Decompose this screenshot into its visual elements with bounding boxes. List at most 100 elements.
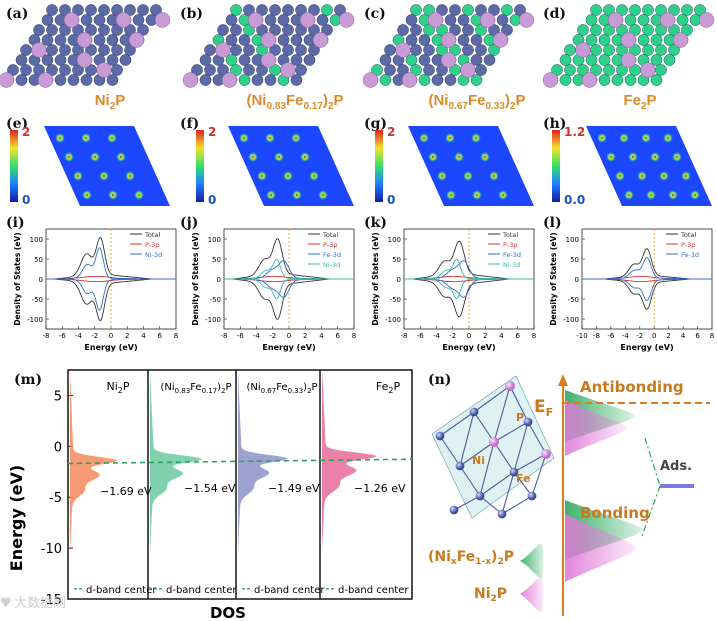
density-hotspot	[238, 132, 250, 144]
lattice-metal-atom	[616, 64, 628, 76]
dos-legend-label: Ni-3d	[503, 261, 520, 269]
lattice-metal-atom	[72, 4, 84, 16]
lattice-metal-atom	[98, 24, 110, 36]
d-band-center-legends: d-band center d-band center d-band center d…	[74, 585, 409, 596]
lattice-bond	[513, 421, 529, 473]
dos-xtick-label: -10	[576, 332, 587, 340]
dos-xtick-label: 0	[109, 332, 113, 340]
lattice-p-atom	[280, 62, 296, 78]
panel-label-d: (d)	[543, 6, 567, 22]
lattice-metal-atom	[282, 44, 294, 56]
dos-ytick-label: -50	[32, 296, 43, 304]
dos-legend-label: Total	[322, 231, 338, 239]
lattice-metal-atom	[106, 54, 119, 66]
lattice-metal-atom	[80, 74, 93, 86]
density-map-h	[586, 126, 712, 206]
lattice-metal-atom	[527, 491, 537, 501]
lattice-metal-atom	[650, 54, 663, 66]
lattice-metal-atom	[321, 4, 333, 16]
legend-ni2p-swatch	[520, 577, 544, 613]
adsorbate-level	[660, 484, 694, 488]
band-peak	[565, 514, 637, 582]
panel-label-e: (e)	[6, 116, 29, 132]
lattice-metal-atom	[243, 4, 255, 16]
dos-ytick-label: 100	[566, 236, 579, 244]
panel-n-diagram: P Ni Fe EF Antibonding Bonding Ads. (Nix…	[428, 374, 710, 616]
lattice-metal-atom	[668, 4, 680, 16]
lattice-bond	[439, 411, 475, 437]
lattice-metal-atom	[436, 44, 448, 56]
density-hotspot	[81, 189, 93, 201]
charge-density-maps: 2 0 2 0 2 0 1.2 0.0	[10, 125, 712, 207]
lattice-ni067fe033-2p	[362, 4, 535, 88]
density-hotspot	[488, 170, 500, 182]
lattice-metal-atom	[230, 4, 242, 16]
dos-xtick-label: 8	[532, 332, 536, 340]
lattice-metal-atom	[256, 4, 268, 16]
lattice-metal-atom	[379, 54, 392, 66]
lattice-bond	[513, 453, 547, 473]
lattice-bond	[527, 421, 547, 455]
lattice-metal-atom	[54, 34, 67, 46]
lattice-metal-atom	[497, 509, 507, 519]
lattice-metal-atom	[642, 44, 654, 56]
lattice-metal-atom	[410, 64, 422, 76]
lattice-metal-atom	[303, 54, 316, 66]
legend-nixfe-swatch	[520, 543, 544, 579]
lattice-metal-atom	[15, 74, 28, 86]
lattice-metal-atom	[282, 4, 294, 16]
lattice-p-atom	[640, 62, 656, 78]
dos-xlabel: Energy (eV)	[442, 343, 495, 352]
lattice-metal-atom	[457, 34, 470, 46]
lattice-metal-atom	[199, 54, 212, 66]
dos-legend-label: Fe-3d	[503, 251, 521, 259]
dos-plot-j: 100 50 0 -50 -100-8 -6 -4 -2 0 2 4 6 8 Energy (eV) Den…	[191, 228, 356, 352]
dos-curve-fe3d	[582, 278, 712, 302]
lattice-p-atom	[215, 42, 231, 58]
lattice-p-atom	[581, 72, 598, 88]
lattice-metal-atom	[603, 64, 615, 76]
lattice-bond	[453, 495, 481, 511]
lattice-metal-atom	[449, 505, 459, 515]
density-hotspot	[444, 132, 456, 144]
panel-m-ytick-label: 5	[54, 389, 62, 404]
dos-legend-label: Ni-3d	[145, 251, 162, 259]
dos-xtick-label: 6	[695, 332, 700, 340]
lattice-metal-atom	[230, 64, 242, 76]
lattice-metal-atom	[405, 14, 418, 26]
panel-m-ytick-label: -5	[49, 491, 62, 506]
lattice-metal-atom	[663, 54, 676, 66]
lattice-metal-atom	[111, 64, 123, 76]
panel-m-title-ni083: (Ni0.83Fe0.17)2P	[160, 382, 231, 395]
lattice-p-atom	[607, 12, 624, 28]
lattice-metal-atom	[616, 24, 628, 36]
panel-m-axes: 5 0 -5 -10 -15	[41, 369, 413, 608]
dos-legend-label: Fe-3d	[681, 251, 699, 259]
fermi-level-label: EF	[534, 397, 553, 419]
dos-xtick-label: -4	[622, 332, 630, 340]
lattice-bond	[513, 471, 533, 497]
dos-xtick-label: 0	[467, 332, 471, 340]
dos-ylabel: Density of States (eV)	[371, 232, 380, 325]
lattice-metal-atom	[496, 14, 509, 26]
lattice-bond	[479, 441, 495, 497]
lattice-metal-atom	[41, 14, 54, 26]
lattice-metal-atom	[436, 4, 448, 16]
lattice-metal-atom	[629, 24, 641, 36]
lattice-metal-atom	[20, 44, 32, 56]
lattice-p-atom	[63, 12, 80, 28]
lattice-metal-atom	[681, 4, 693, 16]
dos-xtick-label: -2	[269, 332, 276, 340]
lattice-metal-atom	[137, 4, 149, 16]
colorbar-g	[375, 130, 383, 202]
lattice-metal-atom	[418, 54, 431, 66]
lattice-metal-atom	[410, 44, 422, 56]
panel-label-c: (c)	[364, 6, 386, 22]
lattice-metal-atom	[308, 44, 320, 56]
lattice-metal-atom	[397, 24, 409, 36]
lattice-metal-atom	[7, 64, 19, 76]
lattice-bond	[479, 495, 503, 515]
lattice-metal-atom	[523, 417, 533, 427]
density-hotspot	[106, 132, 118, 144]
density-hotspot	[256, 170, 268, 182]
